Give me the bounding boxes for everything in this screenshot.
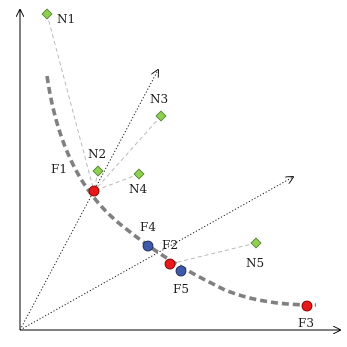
f2-red-circle-icon [164,258,176,270]
f5-blue-circle-icon [175,265,187,277]
f1-red-circle-icon [88,185,100,197]
label-n1: N1 [57,12,75,26]
link-n1-f1 [46,13,95,192]
axes [20,10,340,330]
link-n5-f2 [169,242,257,265]
link-n3-f1 [93,115,162,192]
ray-lower [19,177,293,331]
f3-red-circle-icon [301,300,313,312]
pareto-front-curve [45,75,317,307]
label-f4: F4 [140,220,156,234]
reference-rays [19,70,293,331]
label-n4: N4 [129,182,148,196]
n-nodes [41,8,262,249]
f4-blue-circle-icon [142,240,154,252]
n4-diamond-icon [133,168,145,180]
link-n4-f1 [93,173,140,192]
n1-diamond-icon [41,8,53,20]
n2-diamond-icon [92,165,104,177]
label-n2: N2 [88,147,106,161]
label-f1: F1 [51,162,67,176]
node-labels: N1 N3 N2 F1 N4 F4 F2 N5 F5 F3 [51,12,314,330]
label-f2: F2 [162,238,178,252]
n3-diamond-icon [155,110,167,122]
label-f5: F5 [173,282,189,296]
n5-diamond-icon [250,237,262,249]
ray-upper [19,70,158,331]
label-f3: F3 [298,316,314,330]
label-n5: N5 [246,256,264,270]
label-n3: N3 [150,92,168,106]
f-nodes [88,185,313,312]
